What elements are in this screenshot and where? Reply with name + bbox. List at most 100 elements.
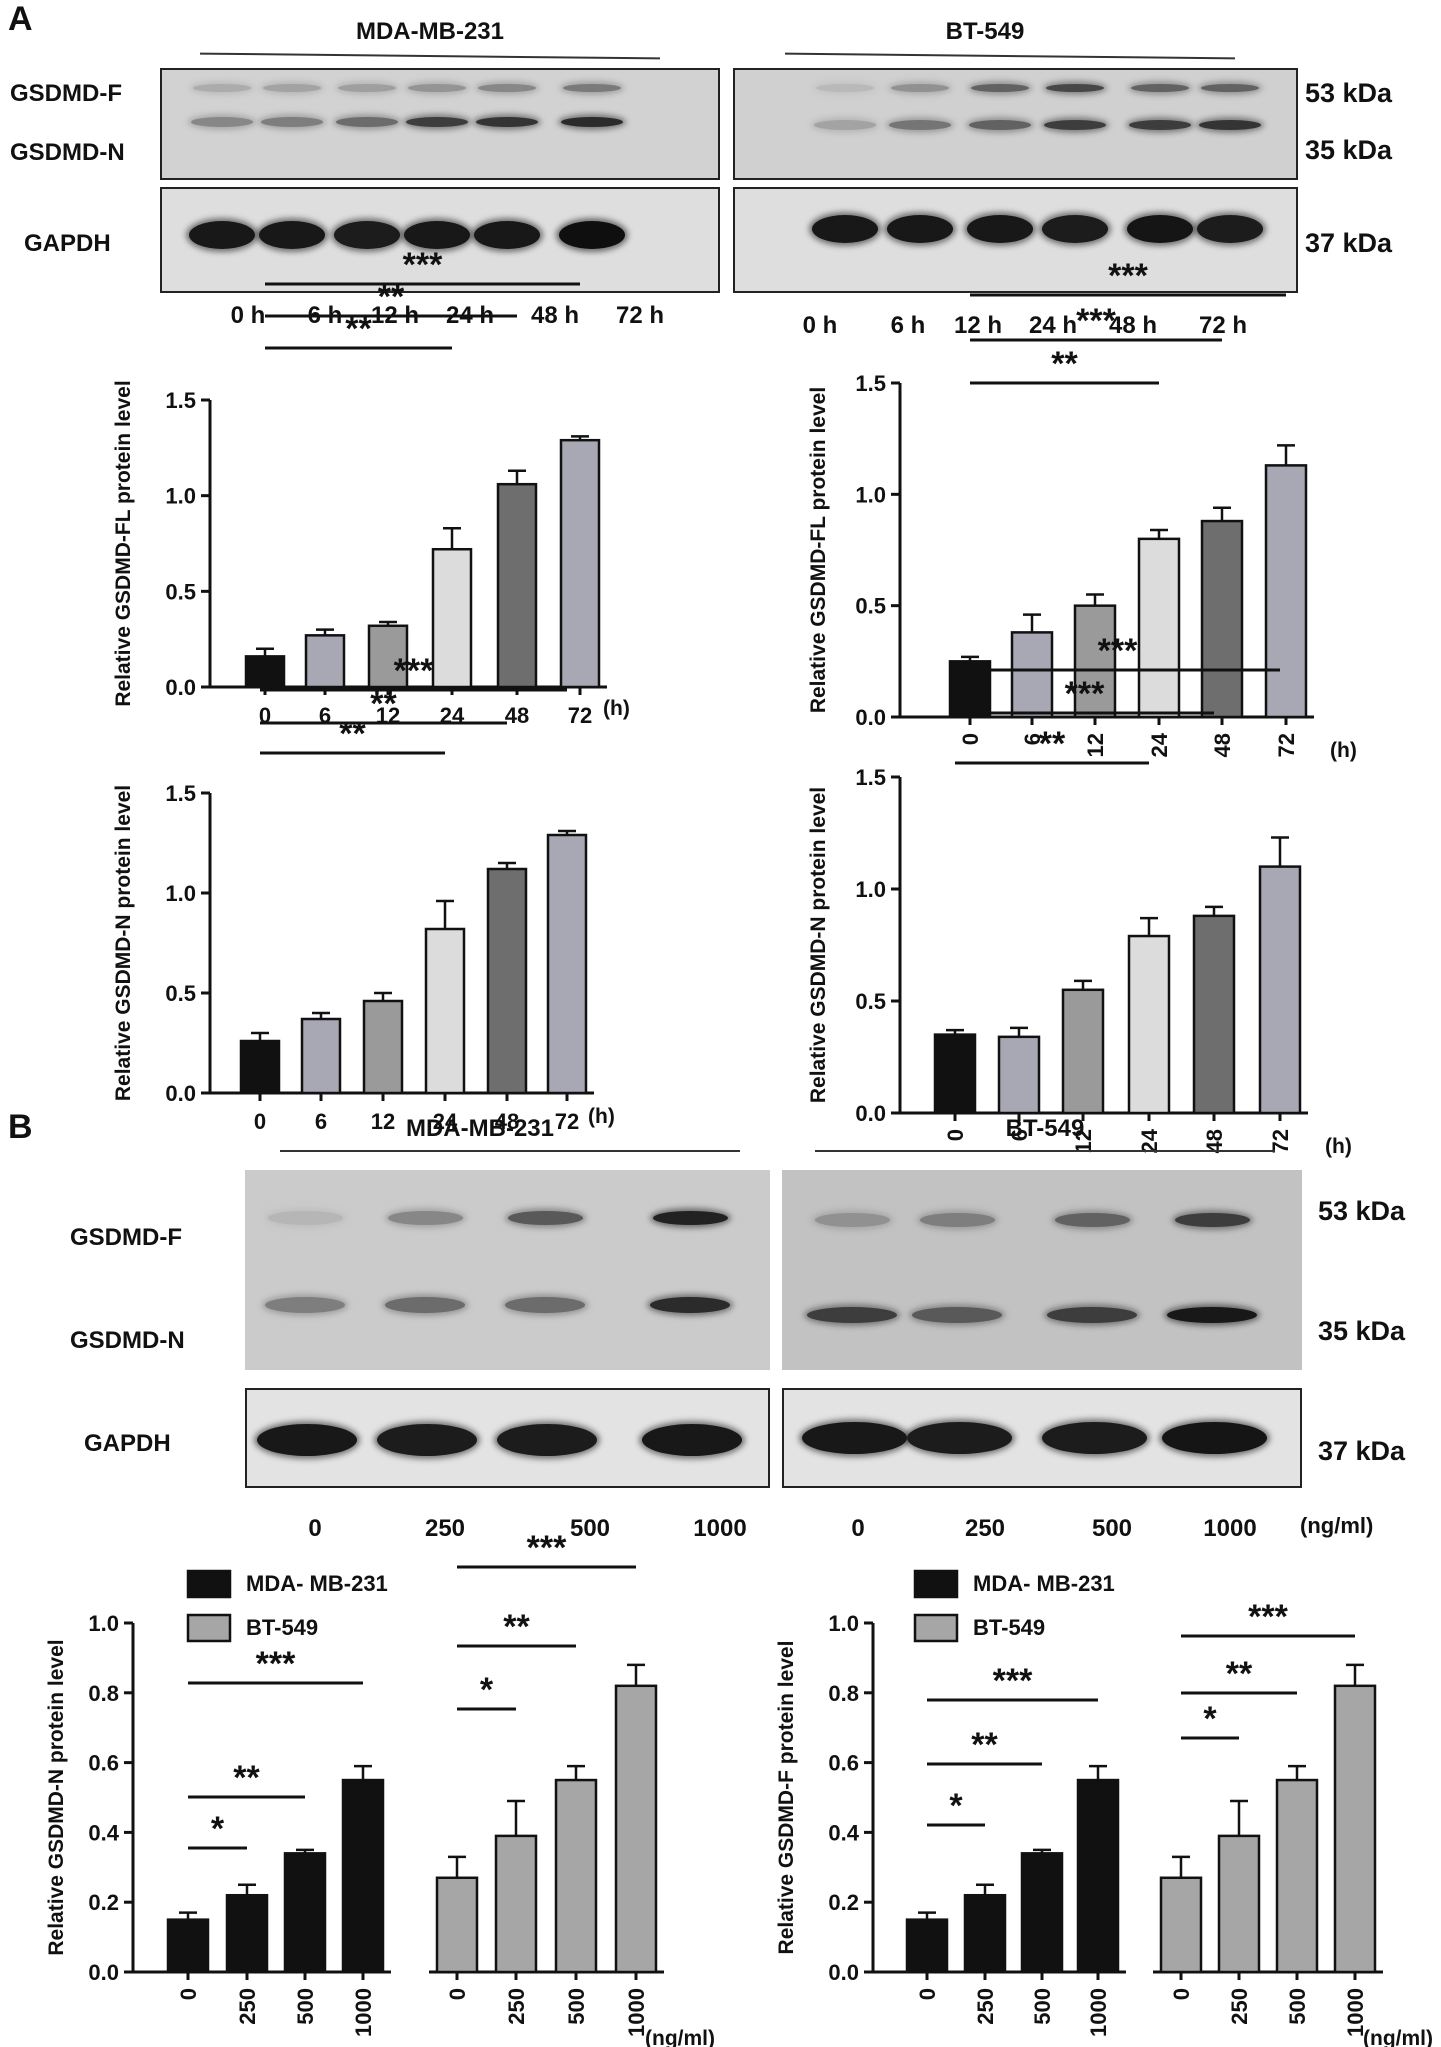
bar — [614, 1684, 658, 1974]
bar — [1076, 1778, 1120, 1974]
y-axis-title: Relative GSDMD-FL protein level — [112, 380, 135, 706]
a-right-g-band-5 — [1127, 215, 1193, 243]
legend-swatch — [186, 1613, 232, 1643]
bar — [1061, 988, 1105, 1115]
a-right-f-band-3 — [971, 84, 1029, 92]
panel-a-kda-35: 35 kDa — [1305, 135, 1393, 165]
bar — [300, 1017, 342, 1095]
significance-label: ** — [503, 1608, 530, 1646]
a-left-g-band-1 — [189, 221, 255, 249]
x-tick-label: 12 — [1071, 1129, 1096, 1153]
a-right-f-band-5 — [1131, 84, 1189, 92]
a-right-g-band-6 — [1197, 215, 1263, 243]
y-tick-label: 1.5 — [165, 781, 196, 806]
y-tick-label: 0.8 — [88, 1681, 119, 1706]
y-tick-label: 0.0 — [165, 1081, 196, 1106]
b-right-f-band-4 — [1174, 1213, 1250, 1227]
panel-b-blot-right-gapdh — [782, 1388, 1302, 1488]
panel-a-kda-53: 53 kDa — [1305, 78, 1393, 108]
chart-a-mda-gsdmd-fl: 0.0 0.5 1.0 1.5 Relative GSDMD-FL protein le… — [112, 246, 630, 728]
x-tick-label: 72 — [555, 1109, 579, 1134]
a-right-f-band-1 — [816, 84, 874, 92]
x-tick-label: 24 — [433, 1109, 458, 1134]
significance-label: * — [1203, 1700, 1217, 1738]
panel-b-unit-label: (ng/ml) — [1300, 1513, 1374, 1538]
a-left-f-band-6 — [563, 84, 621, 92]
bar — [1333, 1684, 1377, 1974]
x-tick-label: 250 — [504, 1988, 529, 2025]
a-right-g-band-1 — [812, 215, 878, 243]
chart-b-gsdmd-n: 0.0 0.2 0.4 0.6 0.8 1.0 Relative GSDMD-N prote… — [45, 1529, 715, 2047]
b-right-f-band-2 — [919, 1213, 995, 1227]
bar — [1073, 604, 1117, 719]
bar — [304, 634, 346, 689]
b-left-g-band-4 — [642, 1424, 742, 1456]
x-tick-label: 72 — [1268, 1129, 1293, 1153]
b-right-g-band-1 — [801, 1422, 907, 1454]
bar — [933, 1033, 977, 1115]
a-left-lane-label-5: 48 h — [530, 302, 580, 329]
y-tick-label: 0.0 — [855, 1101, 886, 1126]
bar — [244, 655, 286, 689]
y-tick-label: 0.0 — [165, 675, 196, 700]
y-tick-label: 0.5 — [855, 594, 886, 619]
significance-label: *** — [527, 1529, 567, 1567]
x-tick-label: 0 — [1169, 1988, 1194, 2000]
bar — [341, 1778, 385, 1974]
bar — [496, 482, 538, 689]
a-right-g-band-2 — [887, 215, 953, 243]
panel-b-kda-37: 37 kDa — [1318, 1436, 1406, 1466]
chart-a-bt549-gsdmd-fl: 0.0 0.5 1.0 1.5 Relative GSDMD-FL protein le… — [807, 257, 1357, 762]
x-tick-label: 1000 — [1343, 1988, 1368, 2037]
a-left-n-band-3 — [336, 117, 398, 127]
a-left-f-band-1 — [193, 84, 251, 92]
b-left-n-band-1 — [265, 1297, 345, 1313]
bar — [905, 1918, 949, 1974]
b-left-lane-label-3: 500 — [569, 1515, 611, 1542]
panel-b-kda-53: 53 kDa — [1318, 1196, 1406, 1226]
panel-b-left-bracket-line — [280, 1150, 740, 1152]
b-left-n-band-4 — [650, 1297, 730, 1313]
bar — [225, 1893, 269, 1974]
x-tick-label: 500 — [1285, 1988, 1310, 2025]
bar — [1217, 1834, 1261, 1974]
b-left-lane-label-2: 250 — [424, 1515, 466, 1542]
significance-label: *** — [1065, 675, 1105, 713]
chart-b-gsdmd-f: 0.0 0.2 0.4 0.6 0.8 1.0 Relative GSDMD-F prote… — [775, 1569, 1433, 2047]
b-left-n-band-2 — [385, 1297, 465, 1313]
b-right-n-band-3 — [1047, 1307, 1137, 1323]
panel-b-blot-right-gsdmd — [782, 1170, 1302, 1370]
b-right-n-band-4 — [1167, 1307, 1257, 1323]
bar — [1264, 464, 1308, 719]
significance-label: ** — [1039, 725, 1066, 763]
x-tick-label: 6 — [315, 1109, 327, 1134]
legend-swatch — [913, 1613, 959, 1643]
bar — [431, 547, 473, 689]
a-left-g-band-3 — [334, 221, 400, 249]
panel-a-cell-line-left: MDA-MB-231 — [355, 18, 504, 45]
x-tick-label: 12 — [371, 1109, 395, 1134]
panel-a-cell-line-right: BT-549 — [945, 18, 1025, 45]
b-right-f-band-1 — [814, 1213, 890, 1227]
panel-b-cell-line-right: BT-549 — [1005, 1115, 1085, 1142]
x-tick-label: 1000 — [351, 1988, 376, 2037]
b-left-lane-label-4: 1000 — [693, 1515, 747, 1542]
bar — [486, 867, 528, 1095]
a-left-g-band-4 — [404, 221, 470, 249]
a-left-g-band-6 — [559, 221, 625, 249]
y-tick-label: 0.5 — [165, 981, 196, 1006]
legend-swatch — [913, 1569, 959, 1599]
a-right-n-band-3 — [969, 120, 1031, 130]
y-axis-title: Relative GSDMD-F protein level — [775, 1641, 798, 1955]
b-right-lane-label-3: 500 — [1091, 1515, 1133, 1542]
a-left-n-band-2 — [261, 117, 323, 127]
significance-label: *** — [993, 1662, 1033, 1700]
x-tick-label: 12 — [1083, 733, 1108, 757]
a-right-lane-label-3: 12 h — [953, 312, 1003, 339]
b-left-g-band-3 — [497, 1424, 597, 1456]
bar — [1159, 1876, 1203, 1974]
bar — [1137, 537, 1181, 719]
b-right-g-band-3 — [1041, 1422, 1147, 1454]
x-unit-label: (h) — [1325, 1135, 1352, 1158]
x-tick-label: 72 — [568, 703, 592, 728]
